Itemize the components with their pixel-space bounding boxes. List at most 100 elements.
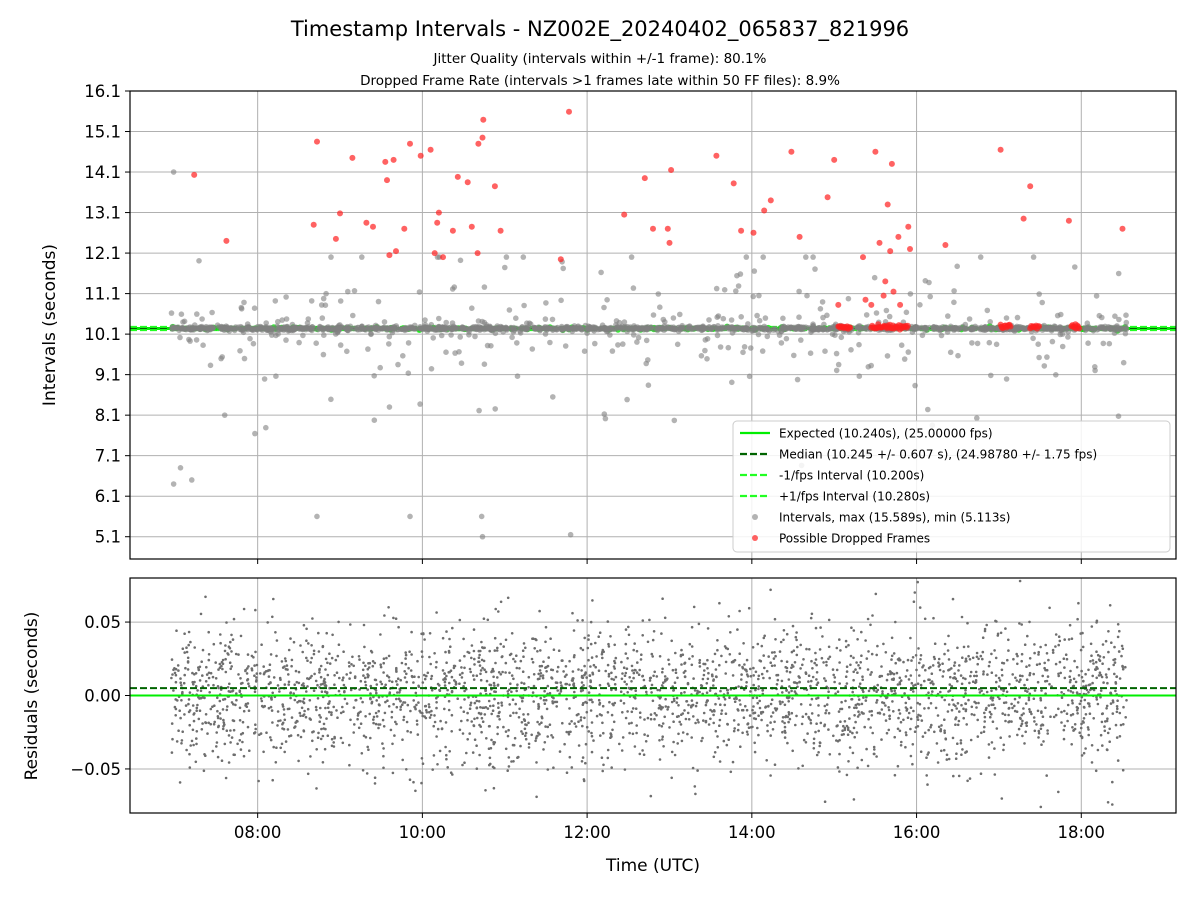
residual-point bbox=[581, 648, 585, 652]
residual-point bbox=[493, 697, 496, 701]
residual-point bbox=[597, 635, 600, 638]
residual-point bbox=[667, 663, 671, 666]
residual-point bbox=[691, 655, 694, 658]
residual-point bbox=[880, 665, 883, 668]
residual-point bbox=[1117, 650, 1121, 653]
residual-point bbox=[1044, 706, 1047, 710]
residual-point bbox=[496, 714, 500, 718]
interval-point bbox=[630, 285, 637, 291]
residual-point bbox=[643, 684, 647, 688]
residual-point bbox=[395, 722, 398, 726]
residual-point bbox=[1084, 713, 1088, 716]
residual-point bbox=[667, 705, 670, 709]
residual-point bbox=[419, 711, 422, 714]
residual-point bbox=[624, 671, 628, 675]
residual-point bbox=[667, 658, 670, 662]
residual-point bbox=[641, 634, 644, 637]
interval-point bbox=[984, 307, 991, 314]
residual-point bbox=[852, 656, 855, 660]
residual-point bbox=[816, 696, 820, 700]
residual-point bbox=[228, 646, 232, 650]
residual-point bbox=[1054, 662, 1058, 666]
residual-point bbox=[428, 710, 431, 714]
dropped-point bbox=[480, 116, 487, 123]
dropped-point bbox=[888, 160, 895, 167]
interval-point bbox=[537, 324, 543, 331]
residual-point bbox=[630, 680, 633, 683]
residual-point bbox=[955, 752, 958, 755]
residual-point bbox=[1039, 696, 1042, 700]
interval-point bbox=[780, 315, 786, 322]
residual-point bbox=[800, 722, 804, 726]
residual-point bbox=[836, 766, 840, 769]
residual-point bbox=[485, 679, 489, 683]
residual-point bbox=[342, 650, 345, 653]
residual-point bbox=[781, 691, 784, 694]
residual-point bbox=[825, 709, 828, 712]
residual-point bbox=[452, 666, 456, 670]
residual-point bbox=[944, 737, 948, 741]
residual-point bbox=[951, 597, 955, 601]
residual-point bbox=[364, 680, 367, 684]
residual-point bbox=[238, 739, 242, 742]
residual-point bbox=[890, 636, 894, 640]
residual-point bbox=[729, 631, 732, 634]
dropped-point bbox=[621, 211, 628, 218]
residual-point bbox=[923, 731, 927, 735]
residual-point bbox=[227, 653, 230, 656]
residual-point bbox=[718, 663, 721, 667]
dropped-point bbox=[454, 173, 461, 180]
dropped-point bbox=[1076, 325, 1083, 332]
residual-point bbox=[488, 756, 492, 760]
residual-point bbox=[509, 714, 512, 717]
residual-point bbox=[589, 679, 592, 682]
residual-point bbox=[756, 642, 760, 646]
residual-point bbox=[205, 673, 209, 676]
residual-point bbox=[791, 749, 794, 753]
residual-point bbox=[588, 685, 592, 688]
residual-point bbox=[889, 670, 892, 674]
dropped-point bbox=[895, 233, 902, 240]
residual-point bbox=[931, 690, 934, 693]
interval-point bbox=[558, 297, 564, 304]
residual-point bbox=[1060, 691, 1063, 694]
residual-point bbox=[766, 724, 769, 727]
interval-point bbox=[688, 326, 695, 333]
residual-point bbox=[1039, 698, 1043, 702]
residual-point bbox=[780, 679, 784, 683]
residual-point bbox=[515, 654, 518, 657]
interval-point bbox=[848, 347, 854, 353]
residual-point bbox=[1114, 681, 1117, 684]
residual-point bbox=[438, 749, 442, 753]
interval-point bbox=[263, 424, 269, 431]
interval-point bbox=[400, 353, 406, 359]
residual-point bbox=[734, 696, 738, 699]
residual-point bbox=[226, 686, 230, 689]
residual-point bbox=[1041, 715, 1045, 718]
residual-point bbox=[932, 616, 935, 620]
interval-point bbox=[419, 325, 425, 332]
residual-point bbox=[680, 663, 683, 666]
residual-point bbox=[960, 615, 964, 619]
interval-point bbox=[605, 325, 611, 332]
residual-point bbox=[185, 650, 189, 654]
interval-point bbox=[1014, 314, 1021, 321]
residual-point bbox=[558, 750, 562, 753]
residual-point bbox=[284, 740, 288, 743]
y-tick-label: 8.1 bbox=[95, 406, 121, 425]
interval-point bbox=[927, 293, 933, 300]
residual-point bbox=[537, 702, 540, 706]
interval-point bbox=[350, 312, 356, 319]
legend-entry-minus-fps: -1/fps Interval (10.200s) bbox=[779, 469, 924, 483]
interval-point bbox=[1020, 324, 1027, 331]
residual-point bbox=[970, 713, 974, 716]
residual-point bbox=[763, 634, 766, 638]
residual-point bbox=[337, 620, 340, 624]
residual-point bbox=[753, 750, 757, 754]
residual-point bbox=[622, 702, 626, 705]
residual-point bbox=[912, 690, 915, 693]
residual-point bbox=[1057, 790, 1060, 794]
interval-point bbox=[277, 325, 283, 331]
residual-point bbox=[1114, 689, 1117, 693]
